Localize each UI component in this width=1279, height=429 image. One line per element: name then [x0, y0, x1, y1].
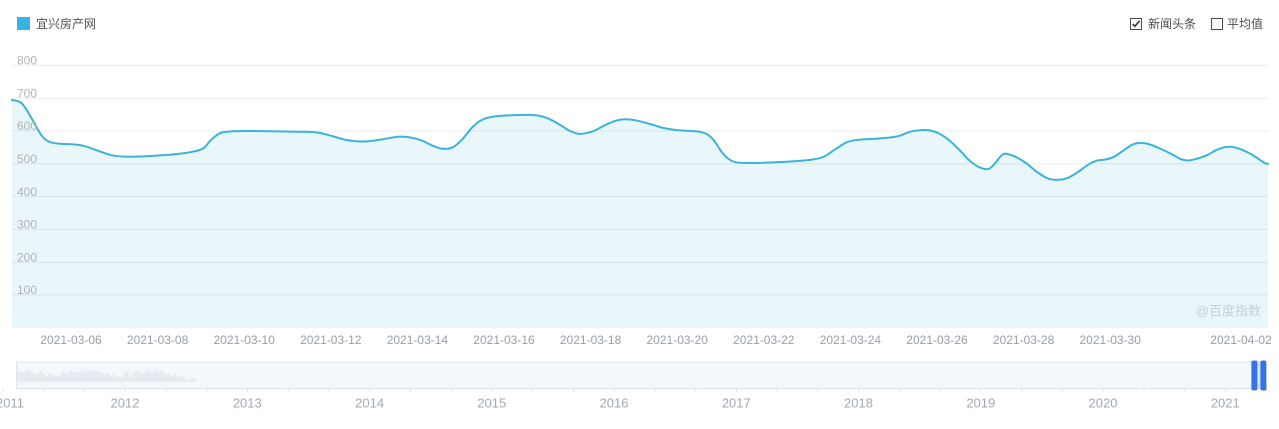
svg-text:@百度指数: @百度指数 [1196, 304, 1261, 319]
svg-text:2021-03-08: 2021-03-08 [127, 333, 189, 347]
svg-text:2011: 2011 [0, 396, 24, 411]
svg-text:2016: 2016 [600, 396, 629, 411]
svg-text:700: 700 [17, 86, 37, 100]
svg-text:200: 200 [17, 250, 37, 264]
svg-text:2021-03-16: 2021-03-16 [473, 333, 535, 347]
svg-text:2021-03-20: 2021-03-20 [647, 333, 709, 347]
svg-text:2018: 2018 [844, 396, 873, 411]
svg-text:2021-03-10: 2021-03-10 [214, 333, 276, 347]
svg-text:2021: 2021 [1211, 396, 1240, 411]
svg-text:2017: 2017 [722, 396, 751, 411]
svg-text:2021-03-28: 2021-03-28 [993, 333, 1055, 347]
svg-text:400: 400 [17, 185, 37, 199]
svg-text:2021-03-06: 2021-03-06 [40, 333, 102, 347]
svg-text:2012: 2012 [111, 396, 140, 411]
svg-text:800: 800 [17, 54, 37, 68]
svg-text:2020: 2020 [1089, 396, 1118, 411]
svg-text:2021-03-18: 2021-03-18 [560, 333, 622, 347]
svg-text:2021-03-14: 2021-03-14 [387, 333, 449, 347]
svg-text:500: 500 [17, 152, 37, 166]
svg-text:2013: 2013 [233, 396, 262, 411]
svg-text:2015: 2015 [477, 396, 506, 411]
svg-text:600: 600 [17, 119, 37, 133]
svg-text:2019: 2019 [966, 396, 995, 411]
svg-text:2021-03-22: 2021-03-22 [733, 333, 795, 347]
svg-text:2021-03-26: 2021-03-26 [906, 333, 968, 347]
svg-text:300: 300 [17, 218, 37, 232]
svg-text:2021-03-12: 2021-03-12 [300, 333, 362, 347]
svg-text:2021-03-24: 2021-03-24 [820, 333, 882, 347]
svg-text:100: 100 [17, 283, 37, 297]
svg-text:2014: 2014 [355, 396, 384, 411]
svg-text:2021-04-02: 2021-04-02 [1210, 333, 1272, 347]
svg-text:2021-03-30: 2021-03-30 [1080, 333, 1142, 347]
